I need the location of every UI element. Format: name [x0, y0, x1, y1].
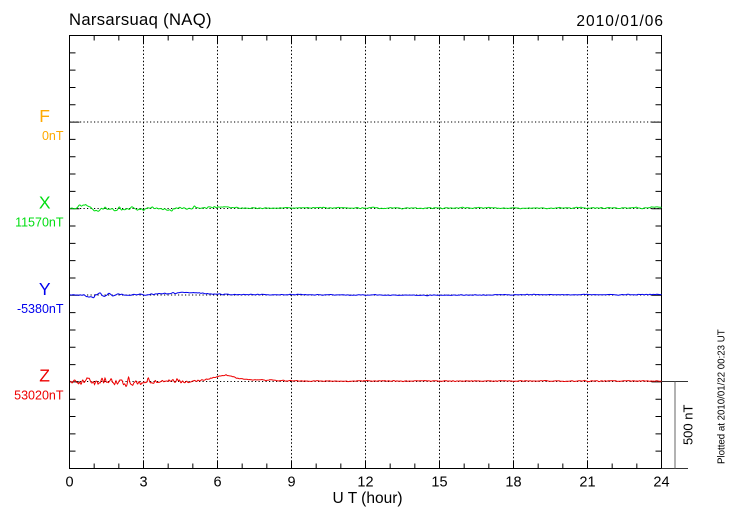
svg-text:53020nT: 53020nT: [14, 389, 64, 403]
svg-text:500 nT: 500 nT: [681, 405, 696, 446]
svg-text:-5380nT: -5380nT: [17, 302, 64, 316]
svg-text:X: X: [39, 193, 51, 213]
svg-text:12: 12: [357, 475, 373, 491]
svg-text:24: 24: [653, 475, 669, 491]
svg-text:U T (hour): U T (hour): [332, 490, 402, 507]
svg-text:Plotted at 2010/01/22 00:23 UT: Plotted at 2010/01/22 00:23 UT: [717, 329, 728, 464]
svg-text:15: 15: [431, 475, 447, 491]
svg-text:0: 0: [65, 475, 73, 491]
svg-text:Narsarsuaq (NAQ): Narsarsuaq (NAQ): [69, 10, 212, 29]
svg-text:21: 21: [579, 475, 595, 491]
svg-text:18: 18: [505, 475, 521, 491]
svg-text:Y: Y: [39, 279, 51, 299]
svg-text:0nT: 0nT: [42, 129, 64, 143]
svg-text:Z: Z: [39, 366, 50, 386]
svg-text:9: 9: [287, 475, 295, 491]
svg-text:F: F: [39, 106, 50, 126]
svg-text:3: 3: [139, 475, 147, 491]
svg-text:6: 6: [213, 475, 221, 491]
svg-text:11570nT: 11570nT: [15, 216, 64, 230]
svg-text:2010/01/06: 2010/01/06: [576, 13, 664, 30]
